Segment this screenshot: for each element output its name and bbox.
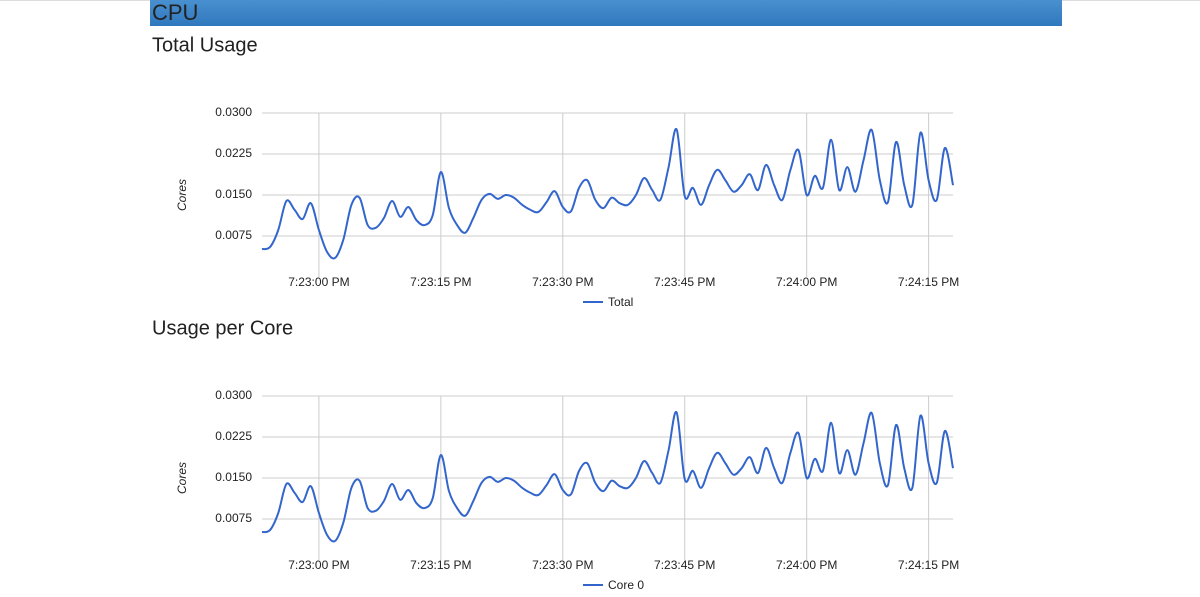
x-tick-label: 7:24:15 PM — [898, 275, 959, 289]
x-tick-label: 7:23:45 PM — [654, 275, 715, 289]
header-title: CPU — [152, 0, 198, 25]
x-tick-label: 7:23:00 PM — [288, 275, 349, 289]
legend-label: Total — [608, 295, 633, 309]
y-tick-label: 0.0075 — [215, 228, 252, 242]
y-tick-label: 0.0150 — [215, 470, 252, 484]
data-line — [261, 411, 954, 543]
x-tick-label: 7:23:30 PM — [532, 275, 593, 289]
header-bar — [150, 0, 1062, 26]
x-tick-label: 7:23:00 PM — [288, 558, 349, 572]
x-tick-label: 7:24:15 PM — [898, 558, 959, 572]
y-tick-label: 0.0225 — [215, 146, 252, 160]
legend-label: Core 0 — [608, 578, 644, 592]
y-tick-label: 0.0075 — [215, 511, 252, 525]
y-tick-label: 0.0300 — [215, 388, 252, 402]
x-tick-label: 7:24:00 PM — [776, 558, 837, 572]
y-tick-label: 0.0300 — [215, 105, 252, 119]
data-line — [261, 128, 954, 260]
chart-title: Total Usage — [152, 34, 258, 56]
x-tick-label: 7:23:45 PM — [654, 558, 715, 572]
x-tick-label: 7:23:15 PM — [410, 275, 471, 289]
y-axis-title: Cores — [175, 179, 189, 211]
x-tick-label: 7:23:30 PM — [532, 558, 593, 572]
y-axis-title: Cores — [175, 462, 189, 494]
x-tick-label: 7:23:15 PM — [410, 558, 471, 572]
chart-title: Usage per Core — [152, 317, 293, 339]
y-tick-label: 0.0150 — [215, 187, 252, 201]
y-tick-label: 0.0225 — [215, 429, 252, 443]
x-tick-label: 7:24:00 PM — [776, 275, 837, 289]
